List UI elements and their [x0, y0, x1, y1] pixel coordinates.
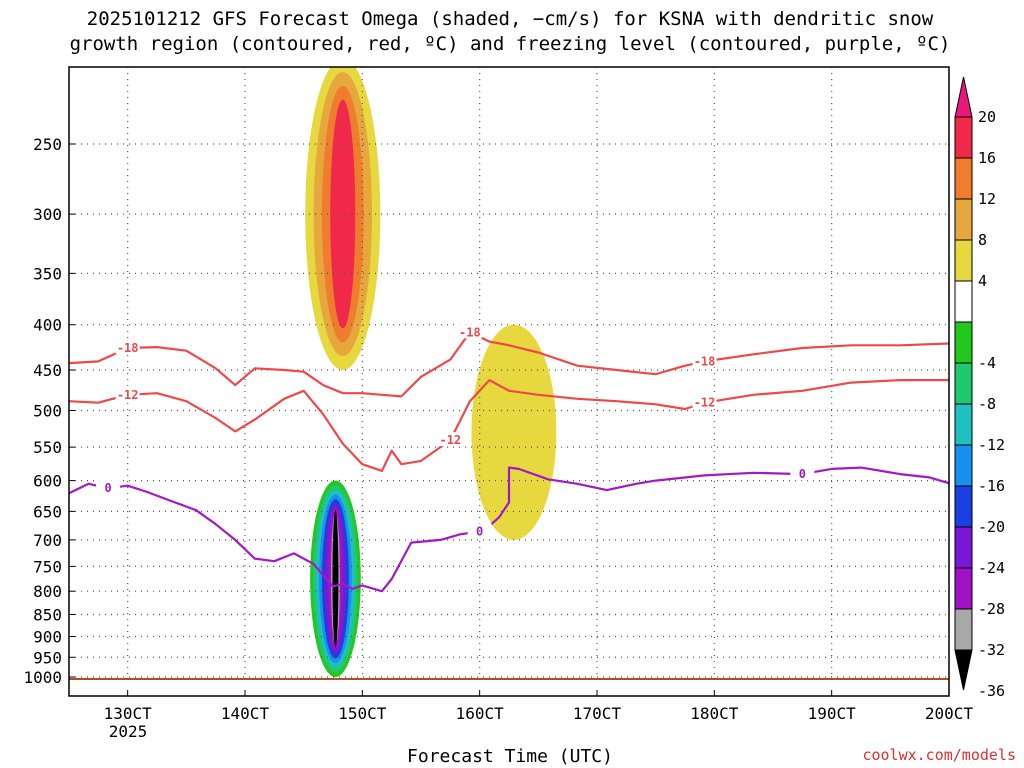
- contour-label-1-2: -12: [694, 396, 716, 410]
- omega-region-0-level-3: [330, 99, 356, 329]
- y-tick-label-450: 450: [33, 361, 62, 380]
- colorbar-band-4: [954, 280, 973, 323]
- colorbar-band-10: [954, 526, 973, 569]
- contour-label-0-1: -18: [459, 325, 481, 339]
- x-tick-label-130CT: 130CT: [104, 704, 153, 723]
- y-tick-label-250: 250: [33, 135, 62, 154]
- colorbar-band-1: [954, 157, 973, 200]
- colorbar-label-3: 8: [978, 231, 987, 249]
- credit-label: coolwx.com/models: [862, 746, 1016, 764]
- contour-label-bg-0-0: [115, 340, 140, 355]
- colorbar-band-11: [954, 567, 973, 610]
- y-tick-label-350: 350: [33, 264, 62, 283]
- y-tick-label-800: 800: [33, 582, 62, 601]
- colorbar-band-0: [954, 116, 973, 159]
- x-axis-year-label: 2025: [109, 722, 148, 741]
- plot-frame: [68, 66, 950, 697]
- colorbar-band-5: [954, 321, 973, 364]
- colorbar-band-9: [954, 485, 973, 528]
- ground-band: [69, 678, 949, 680]
- colorbar-bottom-arrow: [954, 649, 973, 691]
- y-tick-label-400: 400: [33, 316, 62, 335]
- contour-label-bg-1-0: [115, 386, 140, 401]
- contour-label-bg-2-1: [467, 523, 492, 538]
- omega-region-1-core: [332, 510, 339, 648]
- y-tick-label-900: 900: [33, 627, 62, 646]
- grid-lines: [69, 67, 949, 680]
- colorbar-label-0: 20: [978, 108, 996, 126]
- x-axis-label: Forecast Time (UTC): [407, 746, 613, 767]
- y-axis-ticks: 250 300 350 400 450 500 550 600 650 700 750 800 850 9…: [23, 135, 75, 687]
- colorbar-label-5: -4: [978, 354, 996, 372]
- colorbar-band-7: [954, 403, 973, 446]
- colorbar-label-2: 12: [978, 190, 996, 208]
- x-tick-label-200CT: 200CT: [925, 704, 974, 723]
- colorbar-band-12: [954, 608, 973, 651]
- contour-label-0-2: -18: [694, 354, 716, 368]
- contour-label-1-0: -12: [117, 388, 139, 402]
- contour-label-2-1: 0: [476, 525, 483, 539]
- contour-label-bg-2-0: [96, 480, 121, 495]
- y-tick-label-700: 700: [33, 531, 62, 550]
- x-tick-label-140CT: 140CT: [221, 704, 270, 723]
- x-tick-label-190CT: 190CT: [808, 704, 857, 723]
- colorbar-label-4: 4: [978, 272, 987, 290]
- contour-label-2-2: 0: [799, 467, 806, 481]
- y-tick-label-750: 750: [33, 557, 62, 576]
- y-tick-label-650: 650: [33, 502, 62, 521]
- colorbar-band-8: [954, 444, 973, 487]
- contour-label-0-0: -18: [117, 341, 139, 355]
- colorbar-label-11: -28: [978, 600, 1005, 618]
- contour-label-bg-0-2: [692, 353, 717, 368]
- colorbar-band-2: [954, 198, 973, 241]
- y-tick-label-300: 300: [33, 205, 62, 224]
- y-tick-label-850: 850: [33, 606, 62, 625]
- colorbar-top-arrow: [954, 76, 973, 118]
- y-tick-label-500: 500: [33, 402, 62, 421]
- colorbar-band-6: [954, 362, 973, 405]
- contour-label-bg-0-1: [457, 324, 482, 339]
- y-tick-label-600: 600: [33, 472, 62, 491]
- omega-region-2-level-0: [471, 324, 557, 540]
- contour-line-2: [69, 466, 949, 593]
- colorbar: 20 16 12 8 4 -4 -8 -12 -16 -20 -24 -28 -32 -36: [954, 76, 1005, 700]
- contour-lines: -18 -18 -18 -12 -12 -12 0 0 0: [69, 324, 949, 593]
- contour-label-bg-1-2: [692, 394, 717, 409]
- x-tick-label-170CT: 170CT: [573, 704, 622, 723]
- y-tick-label-550: 550: [33, 438, 62, 457]
- x-tick-label-150CT: 150CT: [338, 704, 387, 723]
- colorbar-label-6: -8: [978, 395, 996, 413]
- colorbar-label-9: -20: [978, 518, 1005, 536]
- colorbar-band-3: [954, 239, 973, 282]
- y-tick-label-1000: 1000: [23, 668, 62, 687]
- colorbar-label-12: -32: [978, 641, 1005, 659]
- contour-label-bg-2-2: [790, 466, 815, 481]
- colorbar-label-13: -36: [978, 682, 1005, 700]
- contour-label-2-0: 0: [104, 481, 111, 495]
- contour-label-1-1: -12: [439, 433, 461, 447]
- x-axis-ticks: 130CT 140CT 150CT 160CT 170CT 180CT 190CT 200CT: [104, 690, 974, 723]
- plot-area: -18 -18 -18 -12 -12 -12 0 0 0: [69, 67, 949, 680]
- x-tick-label-160CT: 160CT: [456, 704, 505, 723]
- omega-shading: [305, 67, 557, 677]
- colorbar-label-8: -16: [978, 477, 1005, 495]
- colorbar-label-10: -24: [978, 559, 1005, 577]
- x-tick-label-180CT: 180CT: [690, 704, 739, 723]
- colorbar-label-1: 16: [978, 149, 996, 167]
- chart-title-line-1: 2025101212 GFS Forecast Omega (shaded, −…: [87, 8, 934, 30]
- y-tick-label-950: 950: [33, 648, 62, 667]
- contour-label-bg-1-1: [438, 432, 463, 447]
- colorbar-label-7: -12: [978, 436, 1005, 454]
- chart-title-line-2: growth region (contoured, red, ºC) and f…: [70, 33, 951, 55]
